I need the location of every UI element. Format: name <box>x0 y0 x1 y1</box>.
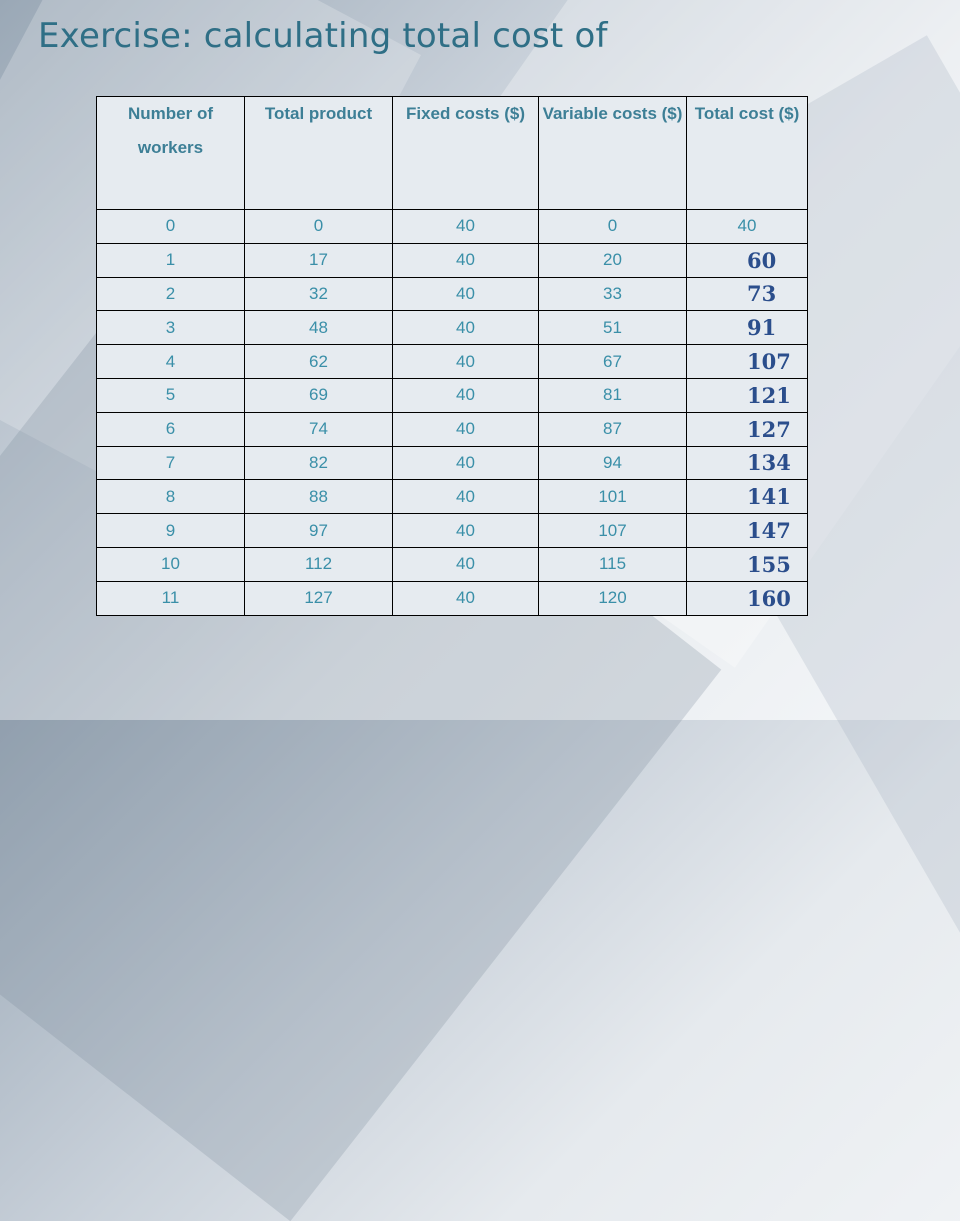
workers-cell: 6 <box>96 411 245 447</box>
workers-cell: 1 <box>96 242 245 278</box>
variable-cost-cell: 33 <box>538 276 687 312</box>
header-variable-costs: Variable costs ($) <box>538 96 687 210</box>
workers-cell: 7 <box>96 445 245 481</box>
total-cost-cell: 40 <box>686 209 808 244</box>
fixed-cost-cell: 40 <box>392 513 539 548</box>
total-product-cell: 97 <box>244 513 393 548</box>
table-header-row: Number of workers Total product Fixed co… <box>96 96 808 210</box>
total-cost-cell: 134 <box>686 445 808 481</box>
header-total-product: Total product <box>244 96 393 210</box>
table-row: 2 32 40 33 73 <box>96 276 808 312</box>
table-row: 11 127 40 120 160 <box>96 580 808 616</box>
variable-cost-cell: 81 <box>538 377 687 413</box>
total-product-cell: 74 <box>244 411 393 447</box>
table-row: 5 69 40 81 121 <box>96 377 808 413</box>
total-product-cell: 82 <box>244 445 393 481</box>
total-product-cell: 69 <box>244 377 393 413</box>
fixed-cost-cell: 40 <box>392 411 539 447</box>
total-cost-cell: 91 <box>686 310 808 346</box>
workers-cell: 4 <box>96 344 245 379</box>
fixed-cost-cell: 40 <box>392 445 539 481</box>
table-row: 9 97 40 107 147 <box>96 513 808 548</box>
header-total-cost: Total cost ($) <box>686 96 808 210</box>
total-product-cell: 62 <box>244 344 393 379</box>
total-product-cell: 127 <box>244 580 393 616</box>
header-fixed-costs: Fixed costs ($) <box>392 96 539 210</box>
total-cost-cell: 121 <box>686 377 808 413</box>
total-product-cell: 32 <box>244 276 393 312</box>
fixed-cost-cell: 40 <box>392 242 539 278</box>
total-product-cell: 88 <box>244 479 393 515</box>
table-row: 8 88 40 101 141 <box>96 479 808 515</box>
total-product-cell: 48 <box>244 310 393 346</box>
fixed-cost-cell: 40 <box>392 580 539 616</box>
fixed-cost-cell: 40 <box>392 276 539 312</box>
total-cost-cell: 73 <box>686 276 808 312</box>
total-product-cell: 17 <box>244 242 393 278</box>
table-row: 3 48 40 51 91 <box>96 310 808 346</box>
total-cost-cell: 155 <box>686 546 808 582</box>
workers-cell: 0 <box>96 209 245 244</box>
workers-cell: 10 <box>96 546 245 582</box>
total-product-cell: 112 <box>244 546 393 582</box>
total-product-cell: 0 <box>244 209 393 244</box>
variable-cost-cell: 0 <box>538 209 687 244</box>
workers-cell: 3 <box>96 310 245 346</box>
variable-cost-cell: 94 <box>538 445 687 481</box>
fixed-cost-cell: 40 <box>392 377 539 413</box>
table-row: 10 112 40 115 155 <box>96 546 808 582</box>
workers-cell: 2 <box>96 276 245 312</box>
fixed-cost-cell: 40 <box>392 479 539 515</box>
total-cost-cell: 141 <box>686 479 808 515</box>
table-row: 7 82 40 94 134 <box>96 445 808 481</box>
variable-cost-cell: 51 <box>538 310 687 346</box>
table-row: 0 0 40 0 40 <box>96 209 808 244</box>
variable-cost-cell: 107 <box>538 513 687 548</box>
total-cost-cell: 147 <box>686 513 808 548</box>
cost-table: Number of workers Total product Fixed co… <box>96 96 808 616</box>
header-number-of-workers: Number of workers <box>96 96 245 210</box>
total-cost-cell: 160 <box>686 580 808 616</box>
fixed-cost-cell: 40 <box>392 310 539 346</box>
total-cost-cell: 127 <box>686 411 808 447</box>
variable-cost-cell: 101 <box>538 479 687 515</box>
table-row: 4 62 40 67 107 <box>96 344 808 379</box>
workers-cell: 11 <box>96 580 245 616</box>
fixed-cost-cell: 40 <box>392 344 539 379</box>
workers-cell: 5 <box>96 377 245 413</box>
fixed-cost-cell: 40 <box>392 546 539 582</box>
fixed-cost-cell: 40 <box>392 209 539 244</box>
variable-cost-cell: 120 <box>538 580 687 616</box>
workers-cell: 8 <box>96 479 245 515</box>
total-cost-cell: 60 <box>686 242 808 278</box>
table-row: 6 74 40 87 127 <box>96 411 808 447</box>
slide-title: Exercise: calculating total cost of <box>38 16 608 56</box>
table-row: 1 17 40 20 60 <box>96 242 808 278</box>
workers-cell: 9 <box>96 513 245 548</box>
variable-cost-cell: 20 <box>538 242 687 278</box>
variable-cost-cell: 87 <box>538 411 687 447</box>
total-cost-cell: 107 <box>686 344 808 379</box>
variable-cost-cell: 67 <box>538 344 687 379</box>
variable-cost-cell: 115 <box>538 546 687 582</box>
